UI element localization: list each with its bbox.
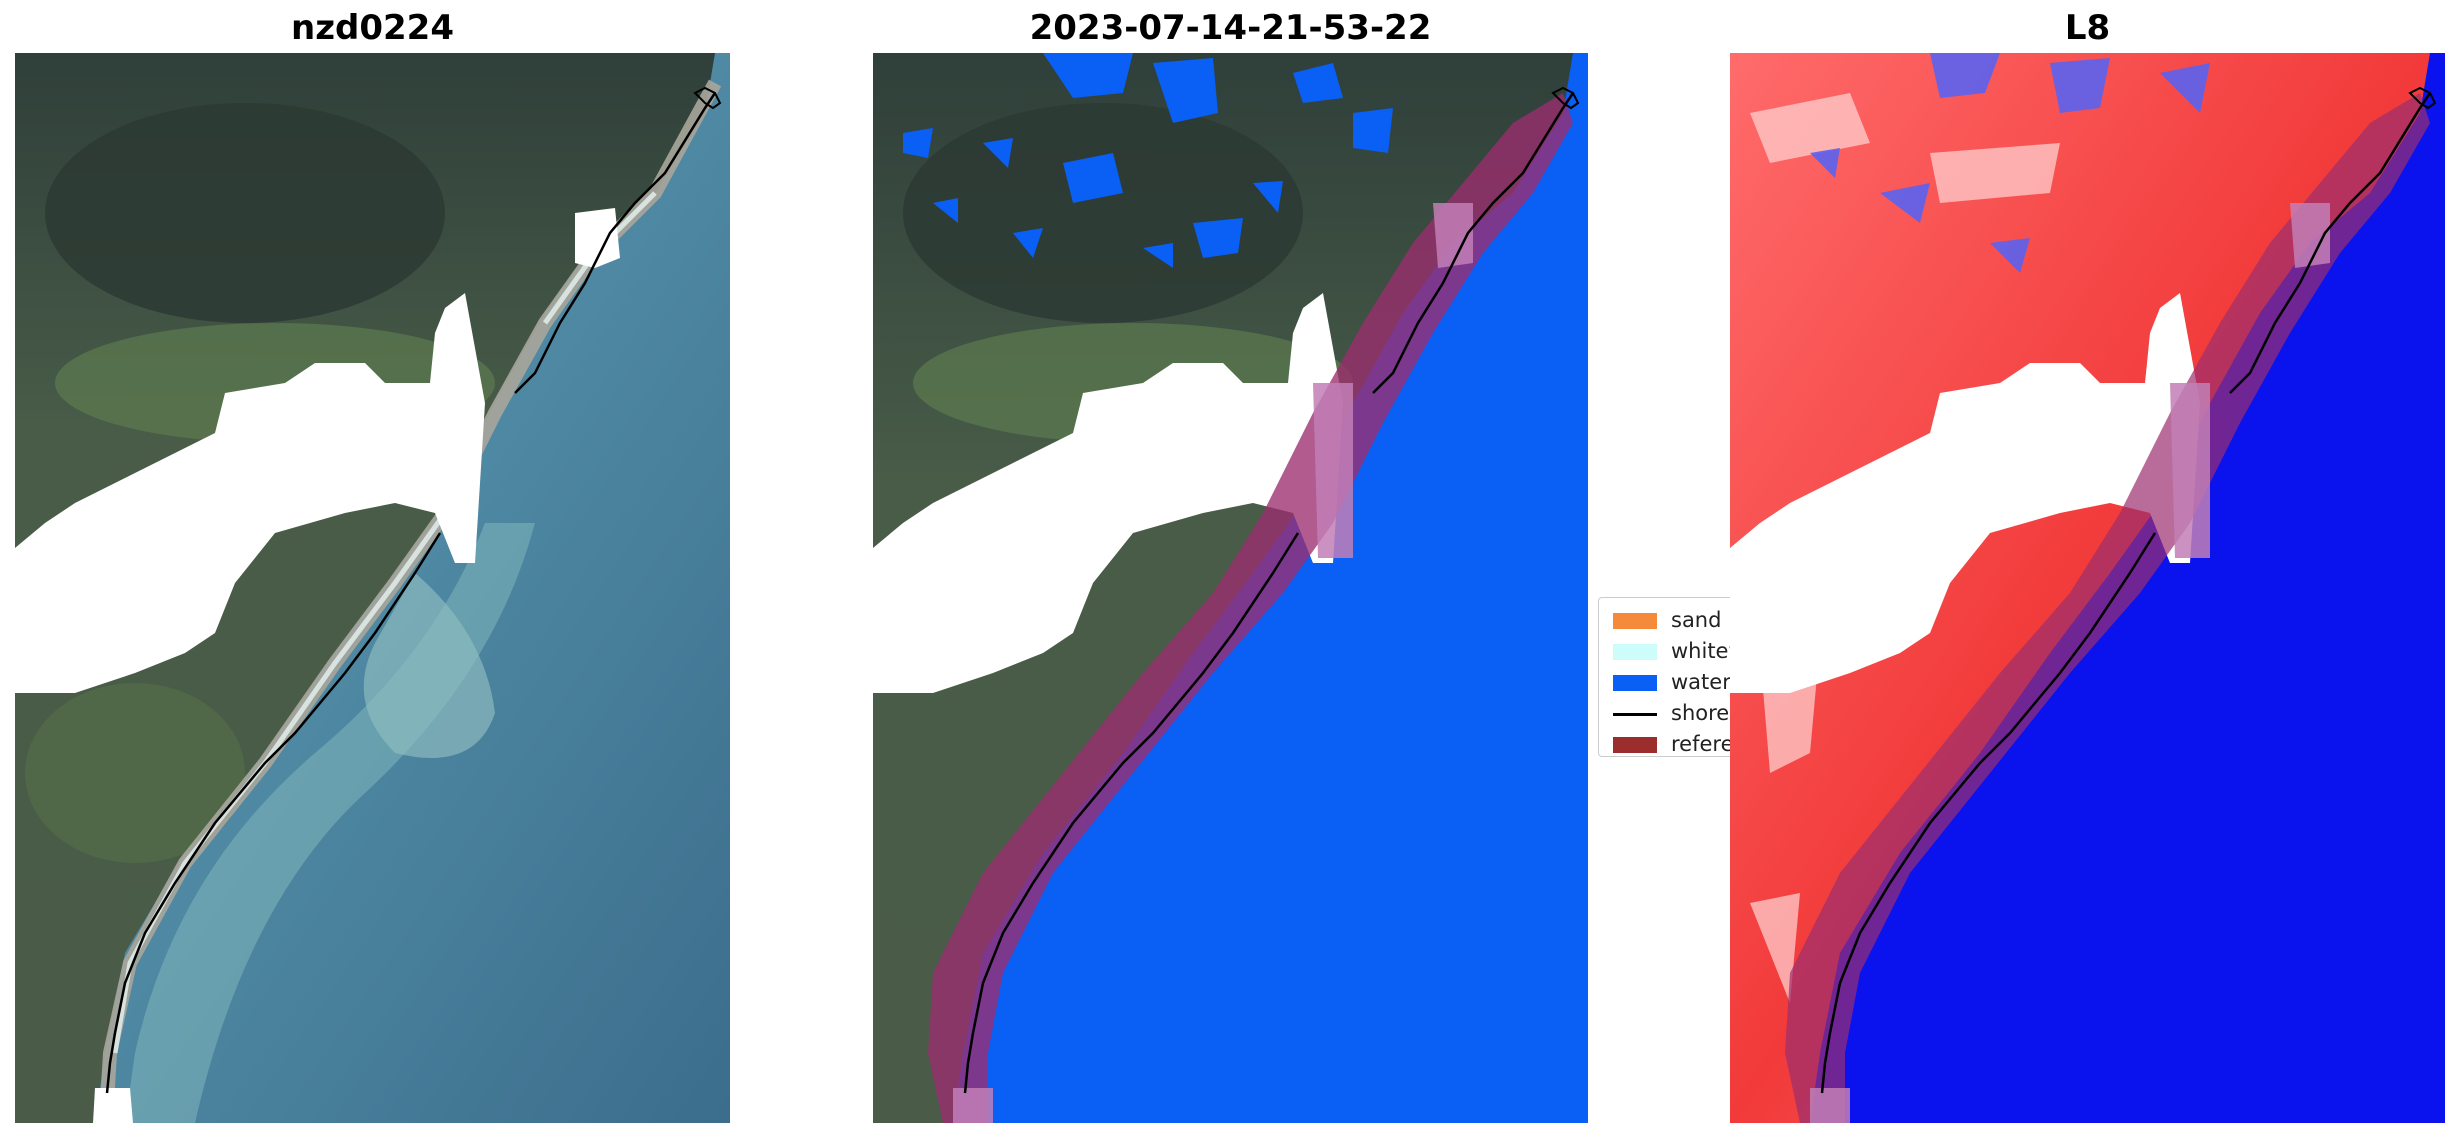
legend-swatch <box>1613 613 1657 629</box>
panel-title-1: nzd0224 <box>291 8 454 48</box>
reference-buffer-cloud <box>953 203 1473 1123</box>
shoreline-estuary <box>1551 86 1580 110</box>
sediment-plume <box>363 573 495 758</box>
legend-swatch <box>1613 644 1657 660</box>
shoreline <box>963 92 1575 1094</box>
legend-swatch <box>1613 737 1657 753</box>
shoreline-estuary <box>693 86 722 110</box>
classification-svg <box>873 53 1588 1123</box>
reference-buffer-cloud <box>1810 203 2330 1123</box>
panel-title-3: L8 <box>2064 8 2111 48</box>
cloud-mask <box>1730 293 2200 693</box>
panel-rgb-image <box>15 53 730 1123</box>
cloud-mask <box>15 293 485 693</box>
index-inland-water <box>1810 53 2210 273</box>
forest-patch <box>45 103 445 323</box>
cloud-mask <box>575 208 620 268</box>
water-index-svg <box>1730 53 2445 1123</box>
shoreline-estuary <box>2408 86 2437 110</box>
inland-water-patches <box>903 53 1393 268</box>
legend-line <box>1613 713 1657 716</box>
shoreline <box>1820 92 2432 1094</box>
legend-item-sand: sand <box>1607 606 1842 637</box>
legend-label: sand <box>1671 608 1722 632</box>
legend-item-water: water <box>1607 668 1842 699</box>
forest-patch <box>903 103 1303 323</box>
legend-swatch <box>1613 675 1657 691</box>
cloud-mask <box>93 1088 133 1123</box>
farmland-patch <box>25 683 245 863</box>
legend-label: water <box>1671 670 1731 694</box>
shoreline <box>105 92 717 1094</box>
panel-classification <box>873 53 1588 1123</box>
nearshore-water <box>125 523 535 1123</box>
panel-title-2: 2023-07-14-21-53-22 <box>1029 8 1432 48</box>
panel-water-index <box>1730 53 2445 1123</box>
rgb-image-svg <box>15 53 730 1123</box>
cloud-mask <box>873 293 1343 693</box>
